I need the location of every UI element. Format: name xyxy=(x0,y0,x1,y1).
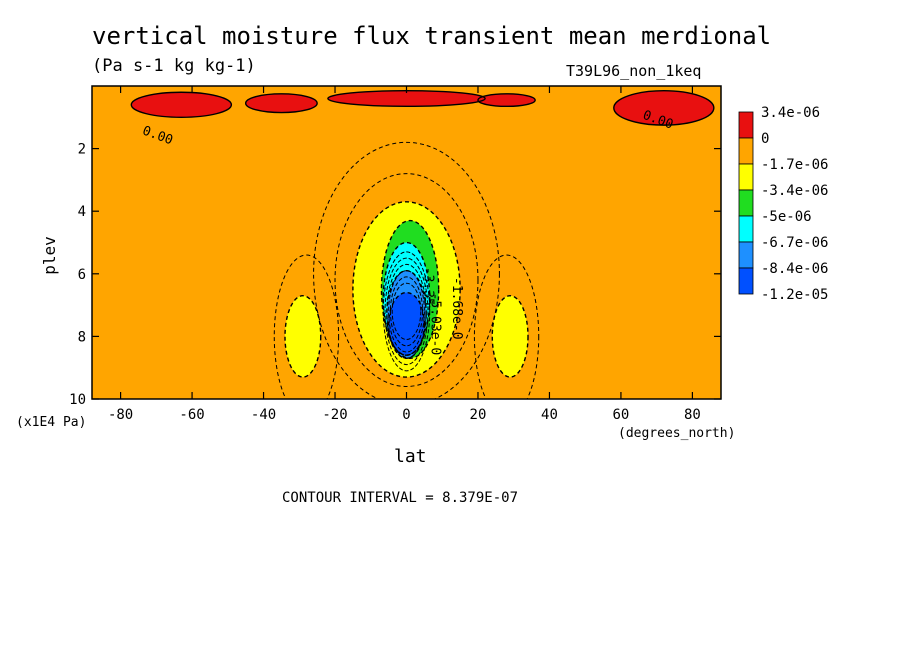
field-positive-4 xyxy=(613,90,714,126)
contour-core-0 xyxy=(382,251,431,372)
colorbar-label-0: 3.4e-06 xyxy=(761,105,820,121)
shaded-field xyxy=(131,90,714,378)
chart-units: (Pa s-1 kg kg-1) xyxy=(92,56,256,76)
contour-weak-0 xyxy=(273,254,340,399)
experiment-name: T39L96_non_1keq xyxy=(566,62,702,80)
y-tick-label-0: 2 xyxy=(78,142,86,158)
contour-positive-4 xyxy=(613,89,715,126)
colorbar-label-6: -8.4e-06 xyxy=(761,261,828,277)
y-tick-label-3: 8 xyxy=(78,329,86,345)
contour-green-0 xyxy=(380,219,440,360)
y-tick-label-2: 6 xyxy=(78,267,86,283)
colorbar-swatch-0 xyxy=(738,111,754,139)
contour-yellow-2 xyxy=(352,201,461,378)
x-tick-label-4: 0 xyxy=(402,407,410,423)
x-axis-label: lat xyxy=(394,446,427,467)
colorbar-swatch-3 xyxy=(738,189,754,217)
y-axis-unit: (x1E4 Pa) xyxy=(16,415,87,430)
contour-positive-3 xyxy=(477,93,536,108)
colorbar-swatch-2 xyxy=(738,163,754,191)
colorbar-label-3: -3.4e-06 xyxy=(761,183,828,199)
contour-weak-2 xyxy=(334,173,479,387)
x-tick-label-0: -80 xyxy=(108,407,133,423)
contour-core-1 xyxy=(384,257,429,366)
contour-label-3: -3.35 xyxy=(420,267,435,306)
field-positive-0 xyxy=(131,92,232,118)
x-tick-label-5: 20 xyxy=(470,407,487,423)
y-tick-label-4: 10 xyxy=(69,392,86,408)
contour-lines xyxy=(130,89,715,399)
colorbar: 3.4e-06 0 -1.7e-06 -3.4e-06 -5e-06 -6.7e-06 -8… xyxy=(738,105,828,303)
field-yellow-1 xyxy=(492,295,529,378)
field-deep-blue-0 xyxy=(388,292,425,356)
contour-weak-3 xyxy=(313,141,500,399)
contour-core-5 xyxy=(391,282,422,341)
contour-core-2 xyxy=(386,263,427,359)
x-tick-label-6: 40 xyxy=(541,407,558,423)
colorbar-swatch-1 xyxy=(738,137,754,165)
contour-cyan-0 xyxy=(382,241,431,356)
colorbar-label-4: -5e-06 xyxy=(761,209,812,225)
colorbar-swatch-6 xyxy=(738,267,754,295)
contour-weak-1 xyxy=(473,254,540,399)
x-axis-ticks: -80 -60 -40 -20 0 20 40 60 80 xyxy=(108,86,701,423)
colorbar-label-7: -1.2e-05 xyxy=(761,287,828,303)
field-yellow-0 xyxy=(284,295,321,378)
x-tick-label-8: 80 xyxy=(684,407,701,423)
colorbar-swatch-4 xyxy=(738,215,754,243)
x-tick-label-7: 60 xyxy=(613,407,630,423)
y-axis-ticks: 2 4 6 8 10 xyxy=(69,142,721,408)
colorbar-label-5: -6.7e-06 xyxy=(761,235,828,251)
contour-yellow-0 xyxy=(284,295,322,378)
x-axis-unit: (degrees_north) xyxy=(618,426,736,441)
contour-positive-1 xyxy=(244,93,318,114)
field-positive-2 xyxy=(327,90,486,107)
colorbar-label-1: 0 xyxy=(761,131,769,147)
field-positive-1 xyxy=(245,93,318,113)
colorbar-swatch-5 xyxy=(738,241,754,269)
contour-label-2: -1.68e-0 xyxy=(449,277,464,340)
chart-title: vertical moisture flux transient mean me… xyxy=(92,22,772,50)
x-tick-label-3: -20 xyxy=(322,407,347,423)
contour-label-4: -5.03e-0 xyxy=(428,293,443,356)
contour-positive-0 xyxy=(130,91,233,118)
y-tick-label-1: 4 xyxy=(78,204,86,220)
contour-deep-blue-0 xyxy=(387,291,426,356)
x-tick-label-1: -60 xyxy=(179,407,204,423)
colorbar-label-2: -1.7e-06 xyxy=(761,157,828,173)
x-tick-label-2: -40 xyxy=(251,407,276,423)
contour-core-4 xyxy=(389,276,424,347)
contour-interval: CONTOUR INTERVAL = 8.379E-07 xyxy=(282,490,519,506)
field-positive-3 xyxy=(477,93,536,107)
contour-yellow-1 xyxy=(491,295,529,378)
contour-core-3 xyxy=(388,270,425,353)
